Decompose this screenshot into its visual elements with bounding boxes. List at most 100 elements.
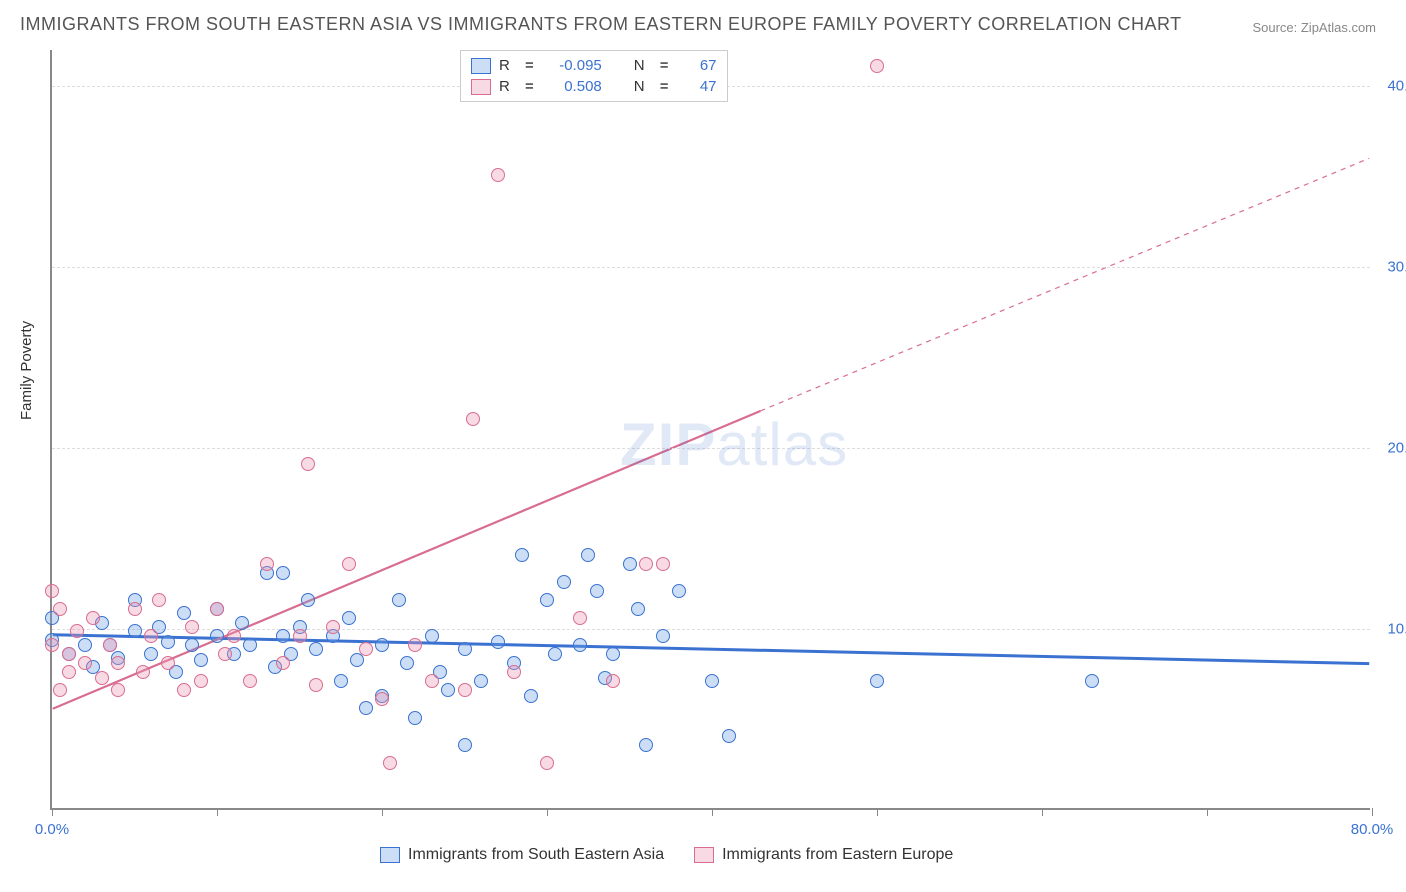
scatter-point (342, 611, 356, 625)
scatter-point (152, 593, 166, 607)
scatter-point (606, 674, 620, 688)
n-label: N (634, 78, 652, 95)
legend-series-label: Immigrants from Eastern Europe (722, 846, 953, 864)
scatter-point (45, 638, 59, 652)
r-label: R (499, 78, 517, 95)
scatter-point (235, 616, 249, 630)
scatter-point (227, 629, 241, 643)
scatter-point (458, 642, 472, 656)
x-tick-label: 80.0% (1351, 821, 1394, 838)
chart-plot-area: 10.0%20.0%30.0%40.0%0.0%80.0% (50, 50, 1370, 810)
legend-series-item: Immigrants from South Eastern Asia (380, 846, 664, 864)
scatter-point (136, 665, 150, 679)
gridline (52, 448, 1370, 449)
scatter-point (557, 575, 571, 589)
scatter-point (581, 548, 595, 562)
scatter-point (194, 674, 208, 688)
scatter-point (260, 557, 274, 571)
eq-sign: = (660, 57, 669, 74)
y-tick-label: 40.0% (1387, 78, 1406, 95)
x-tick-mark (1207, 808, 1208, 816)
legend-stat-row: R=0.508N=47 (471, 76, 717, 97)
scatter-point (722, 729, 736, 743)
scatter-point (128, 602, 142, 616)
scatter-point (111, 656, 125, 670)
scatter-point (185, 638, 199, 652)
scatter-point (606, 647, 620, 661)
scatter-point (177, 606, 191, 620)
scatter-point (210, 629, 224, 643)
scatter-point (309, 678, 323, 692)
scatter-point (62, 647, 76, 661)
scatter-point (78, 638, 92, 652)
x-tick-mark (382, 808, 383, 816)
scatter-point (218, 647, 232, 661)
scatter-point (656, 557, 670, 571)
x-tick-mark (217, 808, 218, 816)
scatter-point (111, 683, 125, 697)
y-tick-label: 10.0% (1387, 621, 1406, 638)
r-value: 0.508 (542, 78, 602, 95)
legend-series-label: Immigrants from South Eastern Asia (408, 846, 664, 864)
scatter-point (383, 756, 397, 770)
scatter-point (359, 642, 373, 656)
scatter-point (95, 671, 109, 685)
scatter-point (540, 593, 554, 607)
scatter-point (425, 674, 439, 688)
legend-swatch (471, 79, 491, 95)
scatter-point (540, 756, 554, 770)
series-legend: Immigrants from South Eastern Asia Immigr… (380, 846, 953, 864)
scatter-point (86, 611, 100, 625)
scatter-point (293, 629, 307, 643)
scatter-point (425, 629, 439, 643)
scatter-point (243, 674, 257, 688)
scatter-point (870, 59, 884, 73)
scatter-point (161, 656, 175, 670)
scatter-point (870, 674, 884, 688)
y-axis-label: Family Poverty (18, 321, 35, 420)
scatter-point (326, 620, 340, 634)
n-value: 67 (677, 57, 717, 74)
x-tick-mark (547, 808, 548, 816)
scatter-point (466, 412, 480, 426)
chart-title: IMMIGRANTS FROM SOUTH EASTERN ASIA VS IM… (20, 14, 1182, 35)
trend-line (760, 158, 1369, 411)
scatter-point (144, 647, 158, 661)
scatter-point (573, 611, 587, 625)
scatter-point (210, 602, 224, 616)
scatter-point (1085, 674, 1099, 688)
scatter-point (631, 602, 645, 616)
scatter-point (45, 584, 59, 598)
scatter-point (639, 557, 653, 571)
legend-series-item: Immigrants from Eastern Europe (694, 846, 953, 864)
n-value: 47 (677, 78, 717, 95)
scatter-point (672, 584, 686, 598)
eq-sign: = (660, 78, 669, 95)
scatter-point (309, 642, 323, 656)
scatter-point (515, 548, 529, 562)
correlation-legend: R=-0.095N=67R=0.508N=47 (460, 50, 728, 102)
scatter-point (474, 674, 488, 688)
scatter-point (53, 683, 67, 697)
scatter-point (301, 457, 315, 471)
y-tick-label: 30.0% (1387, 259, 1406, 276)
trend-lines-svg (52, 50, 1370, 808)
scatter-point (507, 665, 521, 679)
x-tick-mark (712, 808, 713, 816)
scatter-point (408, 711, 422, 725)
scatter-point (524, 689, 538, 703)
eq-sign: = (525, 57, 534, 74)
x-tick-mark (1372, 808, 1373, 816)
scatter-point (53, 602, 67, 616)
scatter-point (128, 624, 142, 638)
scatter-point (639, 738, 653, 752)
legend-swatch (471, 58, 491, 74)
n-label: N (634, 57, 652, 74)
scatter-point (276, 629, 290, 643)
legend-stat-row: R=-0.095N=67 (471, 55, 717, 76)
scatter-point (458, 683, 472, 697)
scatter-point (103, 638, 117, 652)
scatter-point (194, 653, 208, 667)
scatter-point (334, 674, 348, 688)
scatter-point (375, 692, 389, 706)
